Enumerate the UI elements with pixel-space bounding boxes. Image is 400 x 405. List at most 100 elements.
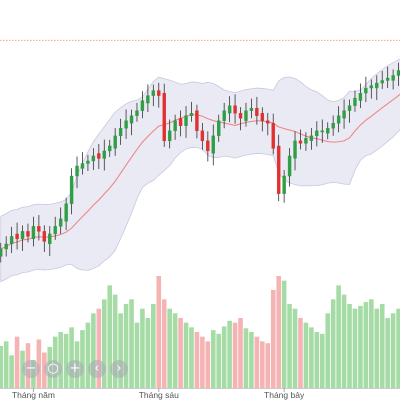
- candle: [358, 83, 363, 109]
- candle-body: [309, 135, 314, 141]
- bollinger-band: [0, 58, 400, 283]
- volume-bar: [309, 327, 314, 388]
- candle: [118, 118, 123, 145]
- scroll-right-button[interactable]: ›: [110, 360, 128, 378]
- volume-bar: [112, 294, 118, 388]
- candle: [353, 90, 357, 112]
- candle-body: [97, 153, 101, 159]
- volume-bar: [200, 336, 205, 388]
- candle: [151, 84, 156, 107]
- candle: [200, 123, 205, 150]
- candle: [375, 75, 379, 101]
- volume-bar: [167, 308, 172, 388]
- volume-bar: [85, 322, 91, 388]
- candle: [238, 107, 243, 131]
- candle-body: [222, 110, 226, 121]
- candle-body: [249, 107, 254, 111]
- candle-body: [75, 165, 79, 177]
- candle: [217, 114, 221, 142]
- candle: [140, 91, 145, 119]
- candle: [255, 96, 259, 125]
- volume-bar: [189, 327, 194, 388]
- candle: [64, 197, 68, 231]
- volume-bar: [123, 304, 129, 388]
- scroll-left-button[interactable]: ‹: [88, 360, 106, 378]
- candle-body: [42, 231, 47, 242]
- candle-body: [58, 218, 63, 227]
- volume-bar: [396, 308, 400, 388]
- candle: [37, 215, 41, 241]
- candle-body: [304, 138, 308, 144]
- candle: [298, 129, 303, 150]
- candle-body: [64, 203, 68, 222]
- volume-bar: [156, 276, 162, 388]
- candle: [20, 225, 25, 251]
- x-tick-label: Tháng sáu: [139, 390, 179, 400]
- candle: [233, 94, 237, 124]
- candle: [53, 216, 57, 240]
- candle: [97, 143, 101, 170]
- zoom-in-button[interactable]: +: [66, 360, 84, 378]
- volume-bar: [3, 341, 9, 388]
- volume-bar: [134, 322, 140, 388]
- candle-body: [369, 85, 374, 89]
- candle: [15, 222, 19, 250]
- candle-body: [233, 105, 237, 114]
- candle-body: [31, 226, 36, 240]
- candle: [276, 134, 281, 202]
- candle: [0, 242, 3, 263]
- volume-bar: [287, 304, 292, 388]
- candle: [102, 139, 106, 171]
- candle: [195, 104, 199, 139]
- candle-body: [0, 248, 3, 257]
- candle-body: [364, 87, 368, 94]
- volume-bar: [303, 322, 309, 388]
- x-tick-label: Tháng năm: [12, 390, 55, 400]
- volume-bar: [341, 294, 347, 388]
- candle-body: [298, 140, 303, 144]
- volume-bar: [216, 333, 222, 388]
- volume-bar: [260, 341, 265, 388]
- candle: [184, 106, 188, 138]
- candle-body: [276, 145, 281, 194]
- x-tick-label: Tháng bảy: [264, 390, 305, 400]
- zoom-out-button[interactable]: −: [22, 360, 40, 378]
- volume-bar: [319, 333, 325, 388]
- moving-average-line: [0, 93, 400, 250]
- candle: [309, 128, 314, 150]
- candle-body: [271, 123, 275, 149]
- volume-bar: [129, 299, 134, 388]
- candle-body: [195, 110, 199, 131]
- candle-body: [129, 115, 134, 124]
- candle-body: [375, 82, 379, 89]
- zoom-reset-button[interactable]: ○: [44, 360, 62, 378]
- candle: [167, 119, 172, 149]
- candle-body: [140, 100, 145, 111]
- candle: [287, 148, 292, 187]
- candle-body: [157, 90, 161, 96]
- volume-bar: [58, 332, 63, 388]
- volume-bar: [205, 341, 211, 388]
- volume-bar: [347, 304, 352, 388]
- candle-body: [293, 140, 297, 159]
- candle: [206, 131, 210, 162]
- candle-body: [86, 160, 90, 164]
- candle-body: [200, 130, 205, 142]
- candle-body: [113, 135, 117, 149]
- volume-bar: [232, 322, 238, 388]
- volume-bar: [210, 330, 216, 388]
- candle: [271, 113, 275, 155]
- volume-bar: [265, 343, 271, 388]
- candle-body: [287, 155, 292, 177]
- candle: [396, 62, 400, 87]
- candle: [391, 69, 395, 90]
- candle-body: [358, 92, 363, 101]
- candle-body: [69, 175, 74, 204]
- volume-bar: [369, 299, 374, 388]
- volume-bar: [238, 318, 243, 388]
- volume-bar: [80, 330, 85, 388]
- candle: [293, 131, 297, 171]
- volume-bar: [9, 355, 14, 388]
